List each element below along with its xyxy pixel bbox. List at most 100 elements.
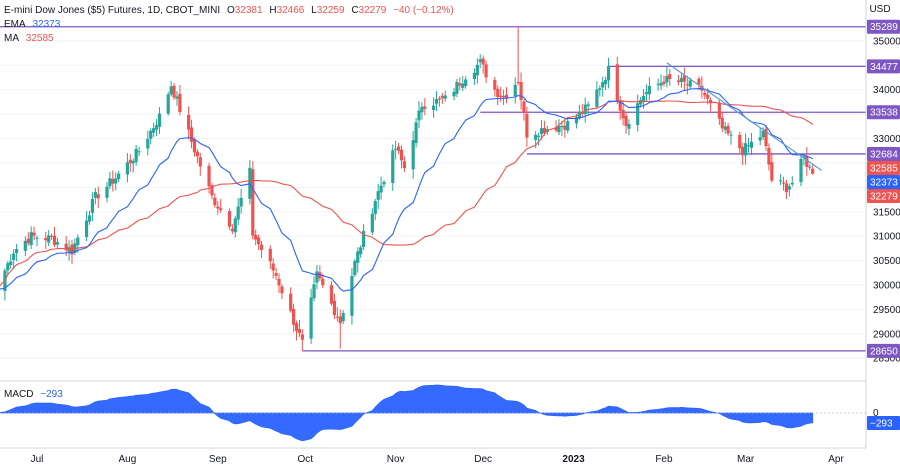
candle-body xyxy=(175,96,179,99)
candle xyxy=(717,99,721,125)
candle xyxy=(464,76,468,89)
candle xyxy=(627,119,631,136)
candle xyxy=(787,183,791,197)
candle-body xyxy=(802,156,806,158)
candle xyxy=(257,234,261,250)
candle xyxy=(499,86,503,102)
horizontal-levels[interactable] xyxy=(0,26,866,352)
candle xyxy=(685,75,689,95)
candle-body xyxy=(627,124,631,129)
candle xyxy=(254,229,258,246)
candle-body xyxy=(574,117,579,124)
ema-legend[interactable]: EMA 32373 xyxy=(4,19,64,30)
candle-body xyxy=(744,143,748,156)
trendline-layer[interactable] xyxy=(666,62,822,171)
candle xyxy=(12,249,16,270)
candle xyxy=(373,198,377,221)
candle-body xyxy=(134,148,138,162)
candle xyxy=(108,171,112,190)
candle-body xyxy=(767,147,771,165)
candle-body xyxy=(676,80,681,82)
candle-body xyxy=(496,88,500,97)
candle xyxy=(233,215,237,238)
candle-body xyxy=(137,151,141,153)
candle-body xyxy=(55,242,60,245)
time-tick-label: Jul xyxy=(31,454,44,465)
candle-body xyxy=(9,261,13,266)
candle-body xyxy=(437,98,442,100)
candle-body xyxy=(808,166,812,168)
price-tag: 34477 xyxy=(867,59,900,74)
candle-body xyxy=(647,86,651,95)
time-tick-label: Feb xyxy=(655,454,673,465)
candle xyxy=(402,156,407,173)
currency-label: USD xyxy=(869,4,890,15)
ma-legend[interactable]: MA 32585 xyxy=(4,33,58,44)
candle xyxy=(154,119,159,137)
candle xyxy=(399,145,404,169)
candle xyxy=(784,179,789,200)
price-tick-label: 30500 xyxy=(873,256,900,267)
candle xyxy=(709,97,713,112)
candle-body xyxy=(108,178,112,187)
candle xyxy=(539,120,544,140)
candle-body xyxy=(472,72,477,80)
candle xyxy=(501,89,506,105)
candle xyxy=(271,258,275,279)
candle xyxy=(431,97,436,118)
candle xyxy=(353,259,357,278)
candle xyxy=(187,106,191,140)
candle-body xyxy=(554,127,558,131)
candle xyxy=(601,76,605,97)
candle-body xyxy=(761,130,765,138)
candle-body xyxy=(117,173,121,180)
candle xyxy=(749,132,754,156)
candle xyxy=(312,276,316,302)
candle xyxy=(481,55,485,74)
candle-body xyxy=(23,240,27,251)
candle-body xyxy=(452,91,456,97)
candle-body xyxy=(700,85,704,91)
candle xyxy=(157,107,162,134)
candle-body xyxy=(475,64,479,76)
candle xyxy=(414,117,418,148)
candle-body xyxy=(504,94,509,99)
candle-body xyxy=(534,134,538,140)
candle xyxy=(338,309,342,349)
candle-body xyxy=(195,151,199,157)
price-tag-bg xyxy=(867,343,900,358)
candle xyxy=(128,154,132,172)
candle xyxy=(96,186,100,208)
candle xyxy=(746,137,751,153)
candle xyxy=(458,77,462,91)
candle-body xyxy=(6,263,10,271)
candle-body xyxy=(96,194,100,199)
candle-body xyxy=(12,253,16,261)
candle-body xyxy=(236,206,240,220)
candle-body xyxy=(230,228,234,232)
macd-legend[interactable]: MACD −293 xyxy=(4,389,67,400)
candle xyxy=(391,144,395,191)
candle xyxy=(475,58,479,84)
candle-body xyxy=(268,248,272,262)
price-tick-label: 29500 xyxy=(873,305,900,316)
candle-body xyxy=(146,138,150,149)
price-tag: 32585 xyxy=(867,160,900,175)
candle xyxy=(175,91,179,106)
symbol-title[interactable]: E-mini Dow Jones ($5) Futures, 1D, CBOT_… xyxy=(4,5,221,16)
candle-body xyxy=(688,80,692,87)
ohlc-open: O32381 xyxy=(226,5,263,16)
candle xyxy=(361,224,366,250)
price-tag: 32279 xyxy=(867,188,900,203)
candle-body xyxy=(778,180,783,182)
candle xyxy=(76,234,80,253)
candle-body xyxy=(411,140,415,170)
candle xyxy=(484,60,488,84)
candle-body xyxy=(47,235,51,243)
candle xyxy=(411,130,415,179)
candle xyxy=(417,101,421,129)
candle xyxy=(26,232,30,246)
candle xyxy=(350,268,354,325)
candle-body xyxy=(522,101,526,113)
